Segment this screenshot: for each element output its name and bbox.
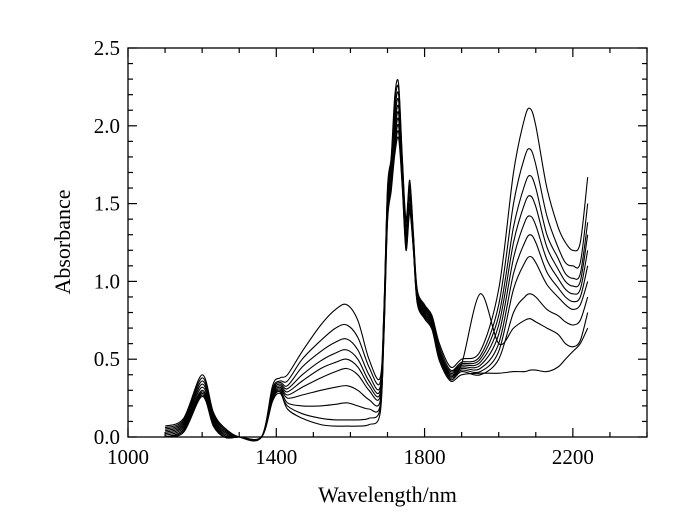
y-tick-label: 0.0 [94,425,120,449]
spectrum-line-7 [164,117,589,441]
x-tick-label: 2200 [552,445,594,469]
plot-frame [127,47,648,438]
y-tick-label: 0.5 [94,347,120,371]
y-tick-label: 2.5 [94,36,120,60]
x-tick-label: 1800 [404,445,446,469]
y-tick-label: 2.0 [94,114,120,138]
spectrum-line-10 [164,136,589,441]
x-tick-label: 1400 [255,445,297,469]
x-tick-label: 1000 [107,445,149,469]
spectrum-line-1 [164,79,589,442]
spectrum-line-6 [164,111,589,441]
y-tick-label: 1.0 [94,269,120,293]
y-tick-label: 1.5 [94,192,120,216]
spectrum-line-3 [164,91,589,442]
axis-tick-labels: 1000 1400 1800 2200 0.0 0.5 1.0 1.5 2.0 2.5 [94,36,594,469]
spectrum-line-5 [164,104,589,441]
spectra-series-group [164,79,589,442]
x-axis-title: Wavelength/nm [318,482,457,507]
spectrum-line-8 [164,123,589,441]
y-axis-title: Absorbance [50,189,75,294]
axis-ticks [127,47,648,438]
